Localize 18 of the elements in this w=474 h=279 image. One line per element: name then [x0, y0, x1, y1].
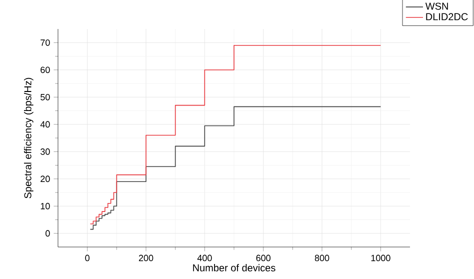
legend-label: WSN	[425, 2, 448, 10]
y-tick-label: 60	[40, 66, 50, 74]
y-tick-label: 10	[40, 202, 50, 210]
x-tick-label: 200	[138, 254, 154, 262]
x-axis-title: Number of devices	[193, 264, 276, 272]
legend-label: DLID2DC	[426, 13, 468, 20]
y-tick-label: 30	[40, 148, 50, 155]
x-tick-label: 0	[85, 254, 90, 262]
y-tick-label: 50	[40, 94, 50, 100]
y-tick-label: 70	[40, 39, 50, 46]
y-tick-label: 40	[40, 121, 50, 128]
x-tick-label: 400	[197, 254, 212, 262]
y-tick-label: 20	[40, 176, 50, 182]
y-axis-title: Spectral efficiency (bps/Hz)	[24, 78, 34, 198]
x-tick-label: 800	[314, 254, 330, 262]
y-tick-label: 0	[46, 230, 50, 237]
x-tick-label: 600	[256, 254, 270, 262]
x-tick-label: 1000	[371, 254, 390, 262]
